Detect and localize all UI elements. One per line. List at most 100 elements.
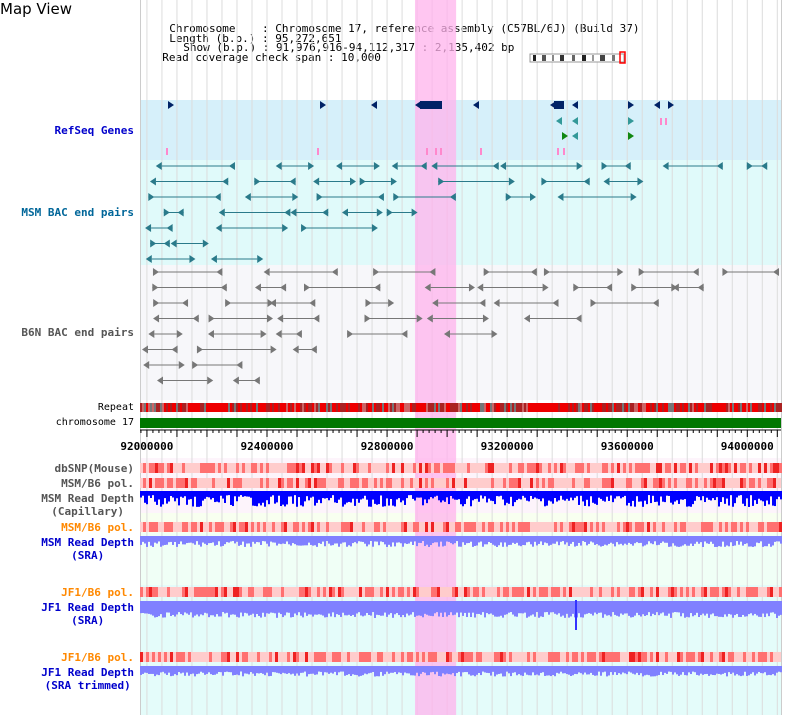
- pol-cell: [386, 478, 389, 488]
- repeat-block: [532, 403, 534, 412]
- pol-cell: [185, 587, 188, 597]
- depth-bar: [694, 491, 696, 501]
- depth-bar: [246, 536, 248, 544]
- pol-cell: [605, 478, 608, 488]
- depth-bar: [362, 666, 364, 676]
- depth-bar: [604, 601, 606, 615]
- depth-bar: [612, 536, 614, 544]
- repeat-block: [450, 403, 452, 412]
- pol-cell: [236, 652, 239, 662]
- depth-bar: [428, 601, 430, 616]
- repeat-block: [186, 403, 188, 412]
- pol-cell: [341, 522, 344, 532]
- depth-bar: [480, 601, 482, 615]
- depth-bar: [270, 491, 272, 497]
- depth-bar: [492, 491, 494, 502]
- pol-cell: [221, 522, 224, 532]
- depth-bar: [718, 491, 720, 507]
- depth-bar: [168, 491, 170, 502]
- repeat-block: [714, 403, 716, 412]
- repeat-block: [322, 403, 324, 412]
- depth-bar: [578, 666, 580, 673]
- pol-cell: [770, 522, 773, 532]
- pol-cell: [242, 463, 245, 473]
- repeat-block: [156, 403, 158, 412]
- depth-bar: [750, 601, 752, 614]
- depth-bar: [164, 491, 166, 499]
- pol-cell: [152, 463, 155, 473]
- repeat-block: [336, 403, 338, 412]
- repeat-block: [238, 403, 240, 412]
- depth-bar: [516, 491, 518, 501]
- repeat-block: [404, 403, 406, 412]
- pol-cell: [197, 587, 200, 597]
- depth-bar: [560, 601, 562, 617]
- pol-cell: [263, 522, 266, 532]
- depth-bar: [628, 491, 630, 503]
- pol-cell: [653, 522, 656, 532]
- pol-cell: [287, 463, 290, 473]
- jf1-b6-pol-label-1: JF1/B6 pol.: [61, 586, 134, 599]
- depth-bar: [628, 666, 630, 672]
- pol-cell: [353, 478, 356, 488]
- depth-bar: [760, 666, 762, 674]
- depth-bar: [596, 666, 598, 676]
- depth-bar: [554, 601, 556, 614]
- pol-cell: [767, 587, 770, 597]
- depth-bar: [474, 666, 476, 677]
- depth-bar: [632, 601, 634, 618]
- depth-bar: [364, 491, 366, 496]
- depth-bar: [224, 601, 226, 614]
- pol-cell: [572, 478, 575, 488]
- depth-bar: [764, 536, 766, 547]
- msm-b6-pol-label-2: MSM/B6 pol.: [61, 521, 134, 534]
- pol-cell: [701, 652, 704, 662]
- repeat-block: [282, 403, 284, 412]
- depth-bar: [716, 491, 718, 498]
- pol-cell: [503, 478, 506, 488]
- pol-cell: [464, 652, 467, 662]
- pol-cell: [401, 463, 404, 473]
- depth-bar: [736, 491, 738, 498]
- pol-cell: [569, 587, 572, 597]
- depth-bar: [498, 601, 500, 617]
- depth-bar: [314, 666, 316, 675]
- depth-bar: [338, 536, 340, 547]
- repeat-block: [472, 403, 474, 412]
- depth-bar: [176, 536, 178, 547]
- repeat-block: [712, 403, 714, 412]
- depth-bar: [440, 666, 442, 677]
- depth-bar: [564, 666, 566, 674]
- depth-bar: [672, 491, 674, 505]
- depth-bar: [392, 601, 394, 618]
- repeat-block: [426, 403, 428, 412]
- msm-bac-pair-end: [218, 208, 225, 217]
- depth-bar: [470, 601, 472, 618]
- pol-cell: [554, 463, 557, 473]
- depth-bar: [544, 666, 546, 676]
- pol-cell: [656, 478, 659, 488]
- depth-bar: [158, 536, 160, 542]
- depth-bar: [144, 601, 146, 614]
- msm-bac-pair-end: [508, 177, 515, 186]
- depth-bar: [324, 666, 326, 673]
- depth-bar: [208, 536, 210, 544]
- depth-bar: [174, 491, 176, 502]
- repeat-block: [568, 403, 570, 412]
- depth-bar: [170, 491, 172, 497]
- repeat-block: [280, 403, 282, 412]
- msm-bac-pair-end: [170, 239, 177, 248]
- depth-bar: [276, 491, 278, 503]
- pol-cell: [413, 463, 416, 473]
- depth-bar: [502, 666, 504, 677]
- b6n-bac-pair-end: [207, 376, 214, 385]
- refseq-gene-glyph: [628, 132, 634, 140]
- pol-cell: [182, 652, 185, 662]
- repeat-block: [694, 403, 696, 412]
- depth-bar: [504, 536, 506, 543]
- b6n-bac-pair-end: [143, 361, 150, 369]
- repeat-block: [346, 403, 348, 412]
- depth-bar: [212, 536, 214, 543]
- depth-bar: [148, 491, 150, 496]
